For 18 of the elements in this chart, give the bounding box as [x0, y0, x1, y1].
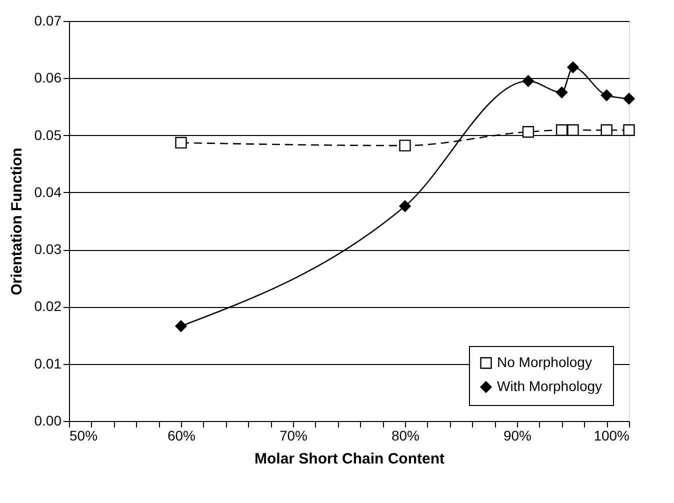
x-tick-label: 100% — [594, 428, 630, 444]
x-tick-label: 70% — [279, 428, 308, 444]
y-axis-title: Orientation Function — [8, 148, 26, 296]
y-tick-label: 0.02 — [34, 298, 62, 314]
legend-label: No Morphology — [497, 354, 592, 370]
y-tick-label: 0.04 — [34, 184, 62, 200]
y-tick-label: 0.05 — [34, 126, 62, 143]
x-tick-label: 50% — [70, 428, 98, 444]
y-tick-label: 0.01 — [34, 355, 62, 372]
legend-label: With Morphology — [497, 378, 602, 394]
x-tick-label: 80% — [391, 428, 420, 444]
x-tick-label: 60% — [167, 428, 196, 444]
y-tick-label: 0.07 — [34, 12, 62, 28]
y-tick-label: 0.00 — [34, 412, 62, 428]
y-tick-label: 0.06 — [34, 70, 62, 86]
y-tick-label: 0.03 — [34, 241, 62, 258]
x-axis-title: Molar Short Chain Content — [254, 450, 444, 468]
x-tick-label: 90% — [503, 428, 532, 444]
